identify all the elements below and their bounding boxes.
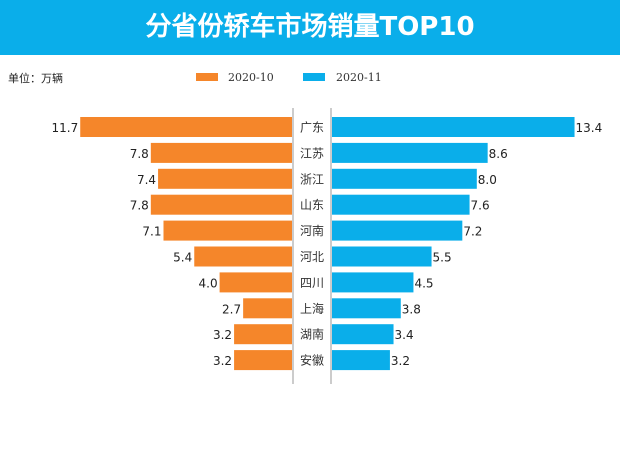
category-label: 湖南: [300, 327, 324, 342]
category-label: 上海: [300, 301, 324, 316]
bar-2020-10: [234, 350, 292, 371]
bar-2020-11: [332, 117, 575, 137]
data-label-2020-11: 7.2: [463, 225, 482, 239]
bar-2020-11: [332, 298, 401, 319]
bar-2020-11: [332, 272, 414, 293]
data-label-2020-10: 3.2: [213, 354, 232, 368]
data-label-2020-10: 4.0: [199, 276, 218, 290]
category-label: 浙江: [300, 172, 324, 186]
chart-title: 分省份轿车市场销量TOP10: [0, 0, 620, 55]
bar-2020-11: [332, 350, 390, 371]
data-label-2020-10: 7.1: [142, 225, 161, 239]
legend-swatch-2020-10: [196, 73, 218, 81]
bar-2020-10: [234, 324, 292, 345]
data-label-2020-10: 7.8: [130, 147, 149, 161]
bar-2020-10: [150, 142, 292, 163]
data-label-2020-10: 2.7: [222, 302, 241, 316]
category-label: 河北: [300, 250, 324, 264]
bar-2020-11: [332, 324, 394, 345]
category-label: 河南: [300, 223, 324, 238]
bar-2020-10: [80, 117, 292, 137]
data-label-2020-11: 7.6: [471, 199, 490, 213]
data-label-2020-11: 8.6: [489, 147, 508, 161]
data-label-2020-10: 5.4: [173, 251, 192, 265]
category-label: 广东: [300, 121, 324, 135]
bar-2020-11: [332, 142, 488, 163]
bar-2020-11: [332, 194, 470, 215]
bar-2020-10: [158, 168, 292, 189]
category-label: 江苏: [300, 146, 324, 160]
bar-2020-11: [332, 168, 477, 189]
bar-2020-10: [150, 194, 292, 215]
legend-swatch-2020-11: [303, 73, 325, 81]
bar-2020-10: [243, 298, 292, 319]
data-label-2020-10: 7.8: [130, 199, 149, 213]
data-label-2020-11: 3.4: [395, 328, 414, 342]
data-label-2020-11: 4.5: [414, 276, 433, 290]
unit-label: 单位：万辆: [8, 72, 63, 85]
category-label: 四川: [300, 276, 324, 290]
data-label-2020-10: 7.4: [137, 173, 156, 187]
legend-label-2020-11: 2020-11: [336, 71, 382, 84]
bar-2020-11: [332, 246, 432, 267]
data-label-2020-11: 5.5: [433, 251, 452, 265]
data-label-2020-11: 3.8: [402, 302, 421, 316]
category-label: 安徽: [300, 353, 324, 368]
bar-2020-10: [194, 246, 292, 267]
category-label: 山东: [300, 198, 324, 212]
data-label-2020-11: 3.2: [391, 354, 410, 368]
bar-2020-10: [163, 220, 292, 241]
legend-label-2020-10: 2020-10: [228, 71, 274, 84]
bar-2020-10: [219, 272, 292, 293]
data-label-2020-10: 3.2: [213, 328, 232, 342]
data-label-2020-10: 11.7: [52, 121, 79, 135]
data-label-2020-11: 13.4: [576, 121, 603, 135]
data-label-2020-11: 8.0: [478, 173, 497, 187]
bar-2020-11: [332, 220, 463, 241]
